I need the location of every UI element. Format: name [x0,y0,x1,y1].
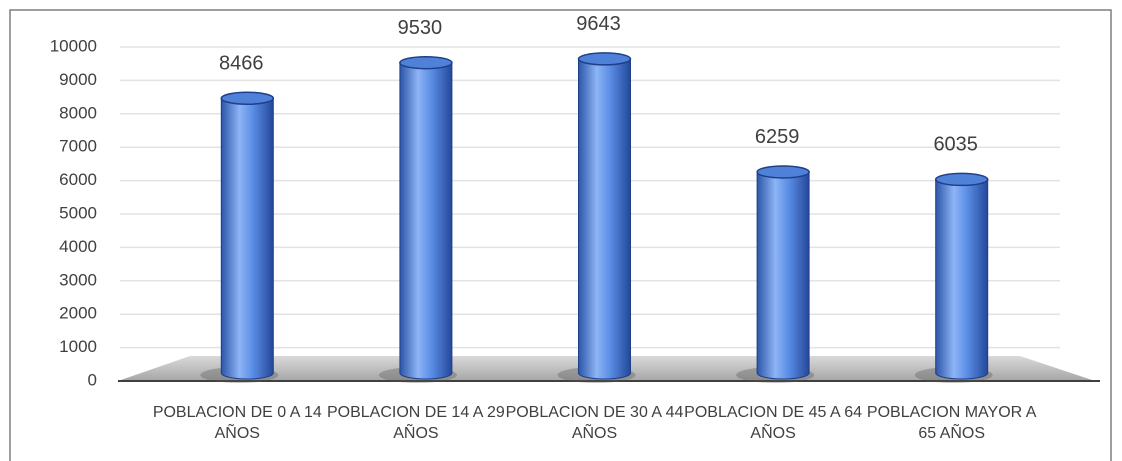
bar [378,55,457,383]
frame [9,9,1112,461]
data-label: 9643 [576,13,621,35]
bar-body [756,171,810,380]
bar [200,91,279,383]
y-tick-label: 6000 [59,170,97,189]
y-tick-label: 2000 [59,304,97,323]
x-tick-label: POBLACION DE 14 A 29 AÑOS [326,404,505,442]
data-label: 9530 [398,17,443,39]
data-label: 6035 [933,134,978,156]
bar-top [399,55,453,70]
data-label: 8466 [219,53,264,75]
bar-top [577,52,632,66]
x-tick-label: POBLACION DE 45 A 64 AÑOS [684,404,863,442]
bar-top [220,91,275,105]
bar [557,52,636,383]
bar-body [399,62,453,380]
bar-body [935,178,989,380]
y-tick-label: 5000 [59,203,97,222]
x-tick-label: POBLACION DE 0 A 14 AÑOS [152,404,322,442]
y-tick-label: 4000 [59,237,97,256]
data-label: 6259 [755,126,800,148]
bar [736,165,815,383]
y-tick-label: 9000 [59,70,97,89]
y-tick-label: 1000 [59,337,97,356]
x-tick-label: POBLACION MAYOR A 65 AÑOS [866,404,1037,442]
bar-body [578,58,631,380]
x-tick-label: POBLACION DE 30 A 44 AÑOS [505,404,684,442]
y-tick-label: 0 [88,370,97,389]
y-tick-label: 7000 [59,137,97,156]
y-tick-label: 10000 [50,36,97,55]
bar [914,172,993,383]
bar-top [934,172,989,187]
y-tick-label: 8000 [59,103,97,122]
bar-body [220,97,274,380]
y-tick-label: 3000 [59,270,97,289]
bar-top [756,165,810,179]
